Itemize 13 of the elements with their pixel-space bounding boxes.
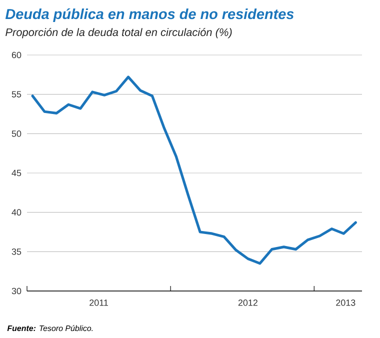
x-tick-label: 2012 [238, 300, 258, 306]
y-tick-label: 50 [12, 130, 22, 137]
x-tick-label: 2011 [90, 300, 108, 306]
y-tick-label: 35 [12, 248, 22, 255]
y-tick-label: 40 [12, 209, 22, 216]
y-tick-label: 55 [12, 91, 22, 98]
y-tick-label: 45 [12, 170, 22, 176]
line-series [31, 76, 357, 265]
chart-title: Deuda pública en manos de no residentes [5, 8, 294, 22]
chart-subtitle: Proporción de la deuda total en circulación (%) [6, 28, 232, 38]
y-tick-label: 30 [12, 288, 22, 294]
x-tick-label: 2013 [336, 300, 356, 306]
y-tick-label: 60 [12, 52, 22, 58]
